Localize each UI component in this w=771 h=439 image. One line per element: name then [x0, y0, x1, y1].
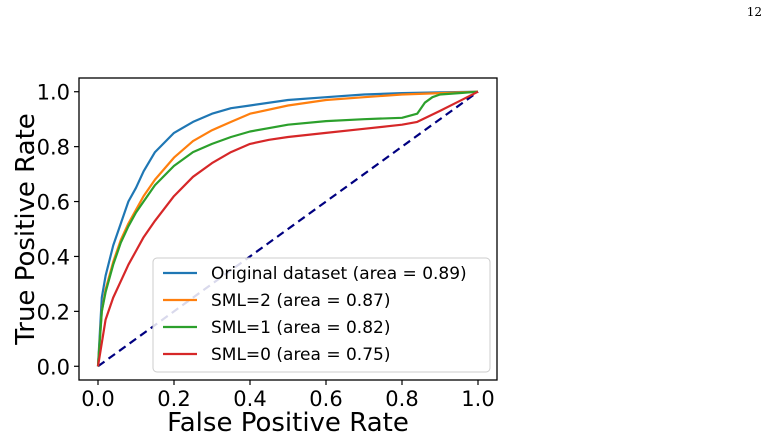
x-tick-label: 0.4	[233, 387, 266, 411]
series-line-0	[96, 90, 479, 367]
series-layer	[96, 90, 479, 367]
legend-entry-label: SML=0 (area = 0.75)	[211, 345, 390, 365]
ticks-layer: 0.0 0.2 0.4 0.6 0.8 1.0 0.0 0.2 0.4 0.6 0.8 1.0	[37, 81, 495, 411]
plot-frame	[78, 77, 498, 381]
legend-box	[152, 257, 491, 373]
series-line-2	[96, 90, 479, 367]
x-axis-title: False Positive Rate	[167, 408, 409, 438]
y-tick-label: 0.8	[37, 136, 70, 160]
legend-entry-label: SML=2 (area = 0.87)	[211, 291, 390, 311]
x-tick-label: 0.6	[309, 387, 342, 411]
page-number: 12	[746, 5, 762, 19]
y-tick-label: 0.6	[37, 191, 70, 215]
y-tick-label: 0.2	[37, 300, 70, 324]
y-tick-label: 1.0	[37, 81, 70, 105]
x-tick-label: 0.2	[157, 387, 190, 411]
x-tick-label: 1.0	[461, 387, 494, 411]
x-tick-label: 0.0	[81, 387, 114, 411]
series-line-3	[96, 90, 479, 367]
legend-entry-label: Original dataset (area = 0.89)	[211, 264, 467, 284]
y-tick-label: 0.4	[37, 245, 70, 269]
legend: Original dataset (area = 0.89) SML=2 (are…	[152, 257, 491, 373]
legend-entry-label: SML=1 (area = 0.82)	[211, 318, 390, 338]
y-axis-title: True Positive Rate	[11, 113, 41, 346]
y-tick-label: 0.0	[37, 355, 70, 379]
x-tick-label: 0.8	[385, 387, 418, 411]
